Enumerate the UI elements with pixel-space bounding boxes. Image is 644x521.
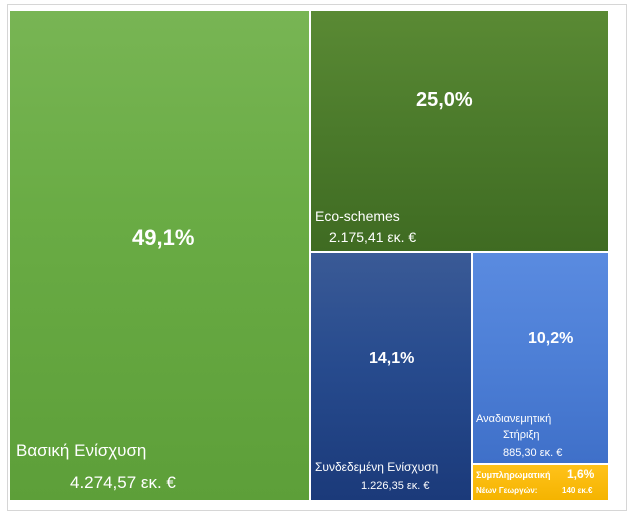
tile-basic-support-percent: 49,1% [132,225,195,250]
tile-young-farmers-percent: 1,6% [567,467,595,481]
tile-eco-schemes-name: Eco-schemes [315,208,400,224]
tile-eco-schemes-value: 2.175,41 εκ. € [329,229,417,245]
tile-redistributive-support-name-line2: Στήριξη [503,429,540,441]
tile-basic-support-value: 4.274,57 εκ. € [70,473,176,492]
tile-redistributive-support: 10,2% Αναδιανεμητική Στήριξη 885,30 εκ. … [473,253,608,463]
tile-coupled-support: 14,1% Συνδεδεμένη Ενίσχυση 1.226,35 εκ. … [311,253,471,500]
tile-redistributive-support-percent: 10,2% [528,330,574,347]
tile-eco-schemes: 25,0% Eco-schemes 2.175,41 εκ. € [311,11,608,251]
tile-redistributive-support-value: 885,30 εκ. € [503,447,563,459]
tile-coupled-support-value: 1.226,35 εκ. € [361,480,430,492]
tile-coupled-support-name: Συνδεδεμένη Ενίσχυση [315,460,439,474]
tile-basic-support: 49,1% Βασική Ενίσχυση 4.274,57 εκ. € [10,11,309,500]
tile-young-farmers: Συμπληρωματική 1,6% Νέων Γεωργών: 140 εκ… [473,465,608,500]
tile-redistributive-support-name-line1: Αναδιανεμητική [476,413,552,425]
tile-basic-support-name: Βασική Ενίσχυση [16,441,147,460]
tile-coupled-support-percent: 14,1% [369,350,415,367]
tile-eco-schemes-percent: 25,0% [416,89,473,111]
tile-young-farmers-value: 140 εκ.€ [562,486,593,495]
tile-young-farmers-name-line1: Συμπληρωματική [476,470,551,480]
tile-young-farmers-name-line2: Νέων Γεωργών: [476,486,538,495]
